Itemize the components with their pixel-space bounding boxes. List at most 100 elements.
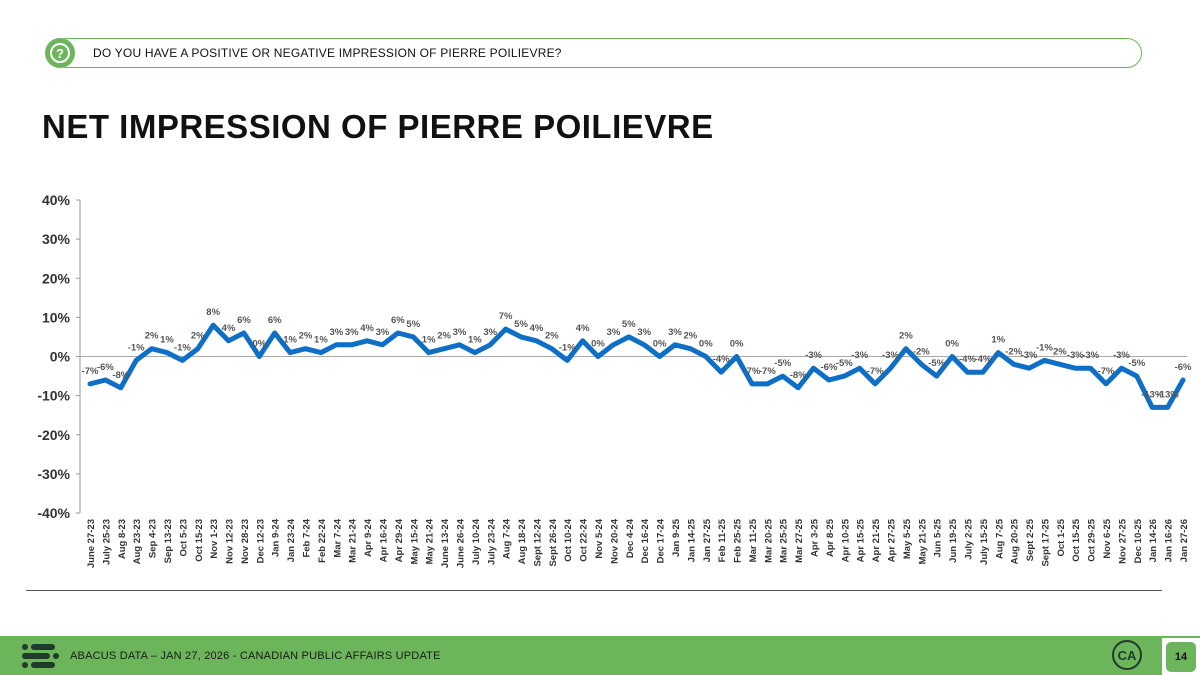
x-tick-label: Apr 9-24 [363, 518, 374, 557]
data-point [519, 335, 523, 339]
x-tick-label: Nov 20-24 [609, 518, 620, 564]
data-label: 1% [991, 335, 1005, 346]
x-tick-label: Jan 16-26 [1164, 519, 1175, 562]
data-point [889, 366, 893, 370]
data-label: -2% [1005, 346, 1022, 357]
data-label: -3% [1113, 350, 1130, 361]
series-line [87, 322, 1186, 410]
data-point [196, 347, 200, 351]
x-tick-label: Jan 14-26 [1148, 519, 1159, 562]
x-tick-label: Jun 19-25 [948, 518, 959, 563]
data-label: -1% [128, 342, 145, 353]
data-point [411, 335, 415, 339]
x-tick-label: July 10-24 [471, 518, 482, 565]
data-label: -13% [1157, 389, 1180, 400]
data-label: 2% [1053, 346, 1067, 357]
data-point [642, 343, 646, 347]
data-point [227, 339, 231, 343]
data-label: 8% [206, 307, 220, 318]
x-tick-label: Oct 22-24 [579, 518, 590, 561]
y-tick-label: -30% [37, 466, 70, 482]
data-point [534, 339, 538, 343]
data-label: 0% [945, 339, 959, 350]
data-label: -5% [1128, 358, 1145, 369]
data-point [180, 358, 184, 362]
divider [26, 590, 1162, 591]
x-tick-label: June 26-24 [455, 518, 466, 568]
data-label: 6% [268, 315, 282, 326]
data-label: 0% [653, 339, 667, 350]
x-tick-label: Apr 8-25 [825, 518, 836, 557]
data-point [688, 347, 692, 351]
x-tick-label: May 21-25 [917, 518, 928, 564]
question-mark-icon: ? [45, 38, 75, 68]
data-point [719, 370, 723, 374]
x-tick-label: July 23-24 [486, 518, 497, 565]
data-label: 1% [422, 335, 436, 346]
data-point [1058, 362, 1062, 366]
x-tick-label: Dec 12-23 [255, 519, 266, 563]
data-point [288, 351, 292, 355]
x-tick-label: Apr 29-24 [394, 518, 405, 562]
data-point [1166, 405, 1170, 409]
x-tick-label: Jan 23-24 [286, 518, 297, 562]
x-tick-label: Aug 18-24 [517, 518, 528, 564]
data-point [950, 355, 954, 358]
data-point [781, 374, 785, 378]
x-tick-label: Dec 16-24 [640, 518, 651, 563]
data-point [334, 343, 338, 347]
question-text: DO YOU HAVE A POSITIVE OR NEGATIVE IMPRE… [93, 46, 562, 60]
data-label: -1% [559, 342, 576, 353]
data-point [134, 358, 138, 362]
data-label: 2% [899, 331, 913, 342]
data-label: 2% [191, 331, 205, 342]
x-tick-label: Jan 9-25 [671, 518, 682, 557]
data-label: 3% [483, 327, 497, 338]
data-label: 4% [360, 323, 374, 334]
x-tick-label: July 25-23 [101, 519, 112, 565]
data-label: 0% [252, 339, 266, 350]
data-label: -4% [959, 354, 976, 365]
x-tick-label: Apr 27-25 [887, 518, 898, 562]
data-point [873, 382, 877, 386]
x-tick-label: Mar 21-24 [348, 518, 359, 563]
x-tick-label: Jan 27-26 [1179, 519, 1190, 562]
data-label: 0% [699, 339, 713, 350]
x-tick-label: Nov 12-23 [225, 519, 236, 564]
data-label: 1% [468, 335, 482, 346]
x-tick-label: Sept 2-25 [1025, 518, 1036, 561]
data-point [211, 323, 215, 327]
x-tick-label: Aug 20-25 [1010, 518, 1021, 564]
x-tick-label: Oct 10-24 [563, 518, 574, 561]
data-label: 2% [145, 331, 159, 342]
x-tick-label: Aug 7-24 [502, 518, 513, 559]
data-point [165, 351, 169, 355]
data-label: -7% [867, 366, 884, 377]
data-label: 6% [237, 315, 251, 326]
data-point [427, 351, 431, 355]
data-point [1012, 362, 1016, 366]
footer-text: ABACUS DATA – JAN 27, 2026 - CANADIAN PU… [70, 650, 441, 662]
x-tick-label: Jan 27-25 [702, 518, 713, 562]
data-point [919, 362, 923, 366]
net-impression-chart: 40% 30% 20% 10% 0% -10% -20% -30% -40% June 27-2… [37, 192, 1192, 568]
data-point [904, 347, 908, 351]
data-point [965, 370, 969, 374]
data-label: -5% [836, 358, 853, 369]
data-point [304, 347, 308, 351]
x-tick-label: Apr 10-25 [840, 518, 851, 562]
data-point [858, 366, 862, 370]
data-point [488, 343, 492, 347]
page-number: 14 [1162, 638, 1200, 675]
x-tick-label: Sept 17-25 [1040, 518, 1051, 566]
x-tick-label: Sep 13-23 [163, 519, 174, 563]
data-point [1042, 358, 1046, 362]
data-label: -2% [913, 346, 930, 357]
data-point [88, 382, 92, 386]
data-point [765, 382, 769, 386]
x-tick-label: Mar 27-25 [794, 518, 805, 563]
data-label: 3% [376, 327, 390, 338]
x-tick-label: July 2-25 [963, 518, 974, 559]
x-tick-label: Apr 16-24 [378, 518, 389, 562]
x-tick-label: Nov 1-23 [209, 519, 220, 559]
